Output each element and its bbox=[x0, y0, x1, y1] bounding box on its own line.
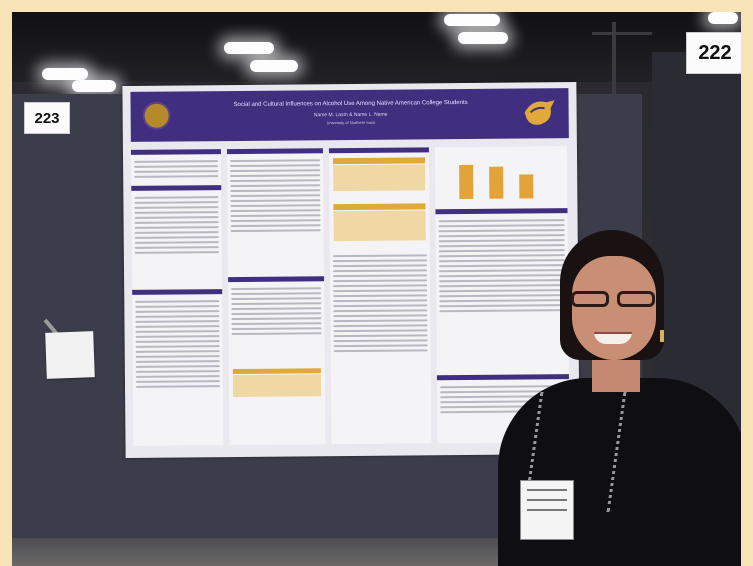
ceiling bbox=[12, 12, 741, 82]
results-table bbox=[232, 374, 322, 398]
results-table bbox=[333, 164, 426, 192]
section-header bbox=[130, 149, 221, 155]
section-header bbox=[435, 208, 568, 215]
lens bbox=[617, 291, 655, 307]
university-seal-icon bbox=[142, 101, 171, 130]
truss bbox=[592, 32, 652, 35]
panther-logo-icon bbox=[524, 100, 555, 125]
truss bbox=[612, 22, 616, 102]
poster-title: Social and Cultural Influences on Alcoho… bbox=[233, 99, 468, 109]
research-poster: Social and Cultural Influences on Alcoho… bbox=[122, 82, 580, 458]
section-header bbox=[131, 185, 222, 191]
booth-number-sign: 223 bbox=[24, 102, 70, 134]
table-header bbox=[333, 157, 426, 165]
section-header bbox=[328, 147, 429, 154]
body-text bbox=[438, 216, 566, 315]
body-text bbox=[134, 193, 219, 257]
ceiling-light bbox=[224, 42, 274, 54]
poster-column bbox=[130, 149, 224, 446]
body-text bbox=[230, 156, 321, 235]
earring bbox=[660, 330, 664, 342]
ceiling-light bbox=[444, 14, 500, 26]
section-header bbox=[436, 374, 569, 381]
bar-chart bbox=[455, 154, 545, 200]
body-text bbox=[231, 284, 322, 338]
ceiling-light bbox=[42, 68, 88, 80]
poster-column bbox=[226, 148, 326, 446]
ceiling-light bbox=[250, 60, 298, 72]
name-badge bbox=[520, 480, 574, 540]
body-text bbox=[134, 157, 219, 181]
poster-column bbox=[328, 147, 432, 445]
booth-number-sign: 222 bbox=[686, 32, 741, 74]
ceiling-light bbox=[458, 32, 508, 44]
smile bbox=[594, 332, 632, 344]
lens bbox=[571, 291, 609, 307]
section-header bbox=[226, 148, 323, 155]
results-table bbox=[333, 210, 426, 242]
body-text bbox=[332, 251, 428, 355]
pinned-note bbox=[45, 331, 95, 379]
chart-bar bbox=[459, 164, 474, 200]
table-header bbox=[232, 368, 321, 375]
table-header bbox=[333, 203, 426, 211]
section-header bbox=[228, 276, 325, 283]
chart-bar bbox=[489, 166, 504, 199]
section-header bbox=[132, 289, 223, 295]
poster-header: Social and Cultural Influences on Alcoho… bbox=[130, 88, 569, 142]
photo: 223 222 Social and Cultural Influences o… bbox=[12, 12, 741, 566]
body-text bbox=[135, 297, 221, 391]
eyeglasses-icon bbox=[567, 291, 659, 311]
ceiling-light bbox=[72, 80, 116, 92]
chart-bar bbox=[519, 174, 534, 199]
ceiling-light bbox=[708, 12, 738, 24]
